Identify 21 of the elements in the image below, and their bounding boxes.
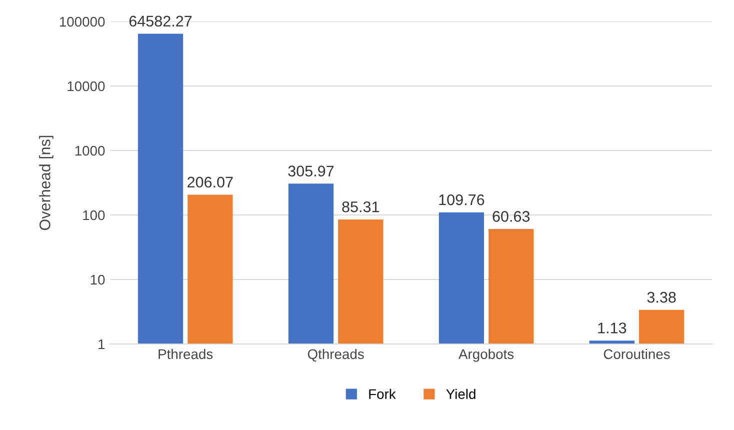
y-tick-label: 10000 [68, 81, 105, 92]
x-tick-label: Pthreads [158, 348, 213, 360]
x-tick-label: Coroutines [604, 348, 670, 360]
y-axis-title: Overhead [ns] [39, 136, 54, 230]
data-label: 109.76 [439, 194, 484, 206]
data-label: 64582.27 [129, 16, 192, 27]
data-label: 1.13 [598, 322, 626, 334]
data-label: 60.63 [492, 211, 530, 222]
legend-label: Fork [369, 388, 396, 400]
data-label: 3.38 [647, 292, 676, 303]
x-tick-label: Argobots [458, 348, 514, 362]
legend-label: Yield [446, 388, 476, 400]
data-label: 305.97 [288, 166, 334, 176]
y-tick-label: 1 [98, 339, 105, 350]
y-tick-label: 100 [83, 210, 105, 220]
y-tick-label: 100000 [60, 16, 105, 27]
y-tick-label: 1000 [75, 146, 105, 156]
data-label: 206.07 [188, 176, 233, 188]
data-label: 85.31 [342, 201, 380, 212]
x-tick-label: Qthreads [308, 348, 364, 362]
y-tick-label: 10 [90, 274, 105, 285]
